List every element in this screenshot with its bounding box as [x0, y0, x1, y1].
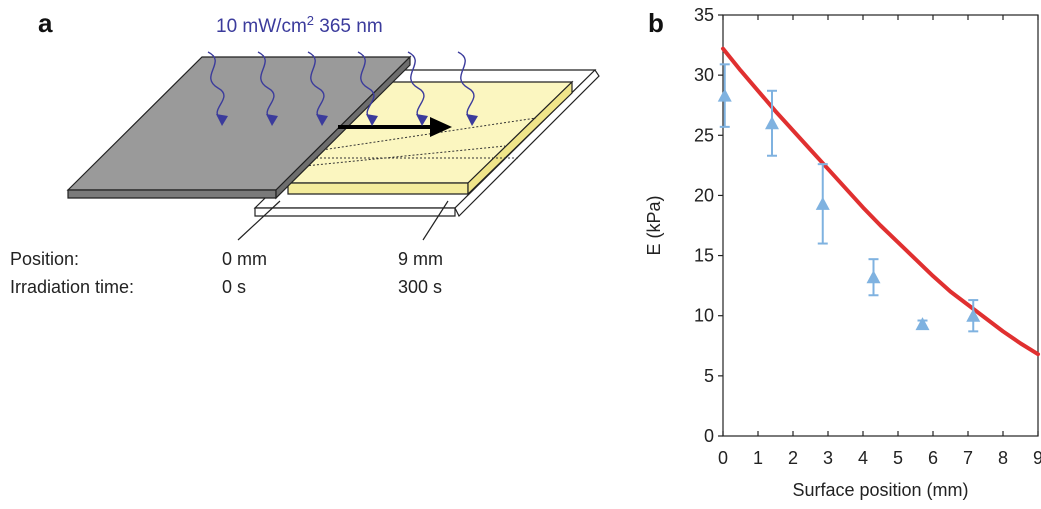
irradiation-label: Irradiation time: — [10, 277, 134, 297]
panel-b: b 0 1 2 3 4 5 6 7 8 9 0 5 10 15 20 25 30 35 Surface posi… — [644, 5, 1041, 500]
y-tick-label: 15 — [694, 246, 714, 266]
y-tick-label: 0 — [704, 426, 714, 446]
plot-frame — [722, 14, 1039, 437]
uv-label: 10 mW/cm2 365 nm — [216, 13, 383, 37]
data-point-triangle — [815, 196, 830, 210]
y-tick-label: 30 — [694, 65, 714, 85]
x-axis-title: Surface position (mm) — [792, 480, 968, 500]
model-curve-series — [721, 46, 1040, 357]
measured-series — [717, 63, 981, 333]
position-label: Position: — [10, 249, 79, 269]
x-tick-label: 3 — [823, 448, 833, 468]
x-tick-label: 8 — [998, 448, 1008, 468]
x-tick-label: 1 — [753, 448, 763, 468]
model-curve-line — [721, 46, 1040, 357]
position-0-pointer — [237, 200, 281, 241]
data-point-triangle — [717, 88, 732, 102]
data-point-triangle — [765, 116, 779, 130]
uv-light-arrows-icon — [207, 51, 478, 126]
x-axis: 0 1 2 3 4 5 6 7 8 9 — [718, 15, 1041, 468]
x-tick-label: 2 — [788, 448, 798, 468]
panel-a-letter: a — [38, 8, 53, 38]
position-9-pointer — [422, 200, 449, 241]
data-point-triangle — [915, 317, 930, 331]
position-end: 9 mm — [398, 249, 443, 269]
y-axis: 0 5 10 15 20 25 30 35 — [694, 5, 723, 446]
y-axis-title: E (kPa) — [644, 195, 664, 255]
y-tick-label: 35 — [694, 5, 714, 25]
panel-a: a 10 mW/cm2 365 nm — [10, 8, 600, 297]
y-tick-label: 20 — [694, 185, 714, 205]
y-tick-label: 5 — [704, 366, 714, 386]
y-tick-label: 10 — [694, 306, 714, 326]
x-tick-label: 5 — [893, 448, 903, 468]
x-tick-label: 6 — [928, 448, 938, 468]
x-tick-label: 4 — [858, 448, 868, 468]
x-tick-label: 0 — [718, 448, 728, 468]
irradiation-end: 300 s — [398, 277, 442, 297]
position-start: 0 mm — [222, 249, 267, 269]
x-tick-label: 7 — [963, 448, 973, 468]
data-point-triangle — [866, 270, 881, 284]
x-tick-label: 9 — [1033, 448, 1041, 468]
y-tick-label: 25 — [694, 125, 714, 145]
data-point-triangle — [966, 308, 981, 322]
mask-movement-arrow-icon — [338, 117, 452, 137]
irradiation-start: 0 s — [222, 277, 246, 297]
panel-b-letter: b — [648, 8, 664, 38]
